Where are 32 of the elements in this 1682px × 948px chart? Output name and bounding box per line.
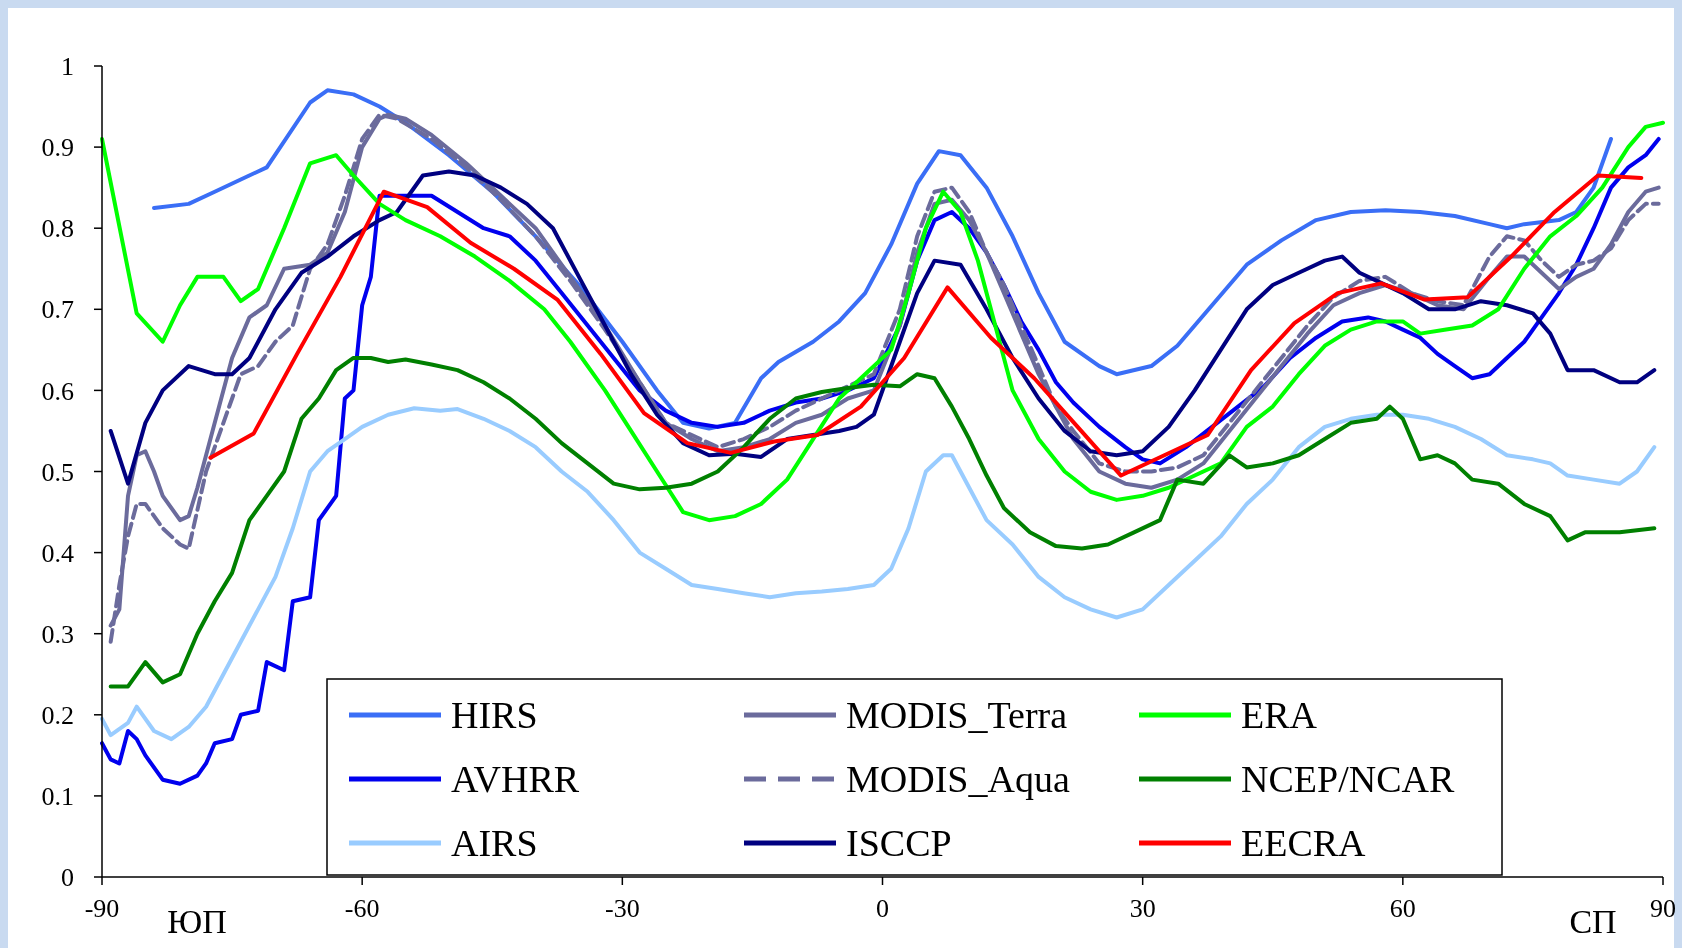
- y-tick-label: 0.6: [41, 376, 74, 406]
- legend-label: MODIS_Terra: [846, 694, 1068, 737]
- y-tick-label: 0.4: [41, 538, 74, 568]
- legend-label: ERA: [1241, 694, 1318, 737]
- y-tick-label: 0.3: [41, 619, 74, 649]
- y-tick-label: 1: [61, 52, 74, 82]
- y-tick-label: 0: [61, 863, 74, 893]
- legend-label: NCEP/NCAR: [1241, 758, 1455, 801]
- x-tick-label: 60: [1389, 894, 1416, 923]
- x-tick-label: 0: [876, 894, 889, 923]
- legend-label: AIRS: [451, 822, 538, 865]
- text: СП: [1569, 903, 1617, 940]
- x-tick-label: 90: [1650, 894, 1676, 923]
- x-tick-label: -30: [605, 894, 640, 923]
- line-series: [100, 120, 1665, 523]
- x-tick-label: -90: [84, 894, 120, 923]
- y-tick-label: 0.9: [41, 133, 74, 163]
- x-tick-label: 30: [1129, 894, 1156, 923]
- y-tick-label: 0.1: [41, 782, 74, 811]
- x-tick-label: -60: [344, 894, 380, 923]
- legend-label: EECRA: [1241, 822, 1367, 865]
- legend-label: HIRS: [451, 694, 538, 737]
- line-series: [108, 355, 1657, 689]
- y-tick-label: 0.5: [41, 457, 74, 487]
- legend-label: AVHRR: [451, 758, 580, 801]
- line-series: [100, 406, 1657, 742]
- text: ЮП: [167, 903, 227, 940]
- y-tick-label: 0.7: [41, 295, 74, 325]
- legend-label: MODIS_Aqua: [846, 758, 1070, 801]
- legend-label: ISCCP: [846, 822, 952, 865]
- y-tick-label: 0.8: [41, 214, 74, 244]
- y-tick-label: 0.2: [41, 700, 74, 730]
